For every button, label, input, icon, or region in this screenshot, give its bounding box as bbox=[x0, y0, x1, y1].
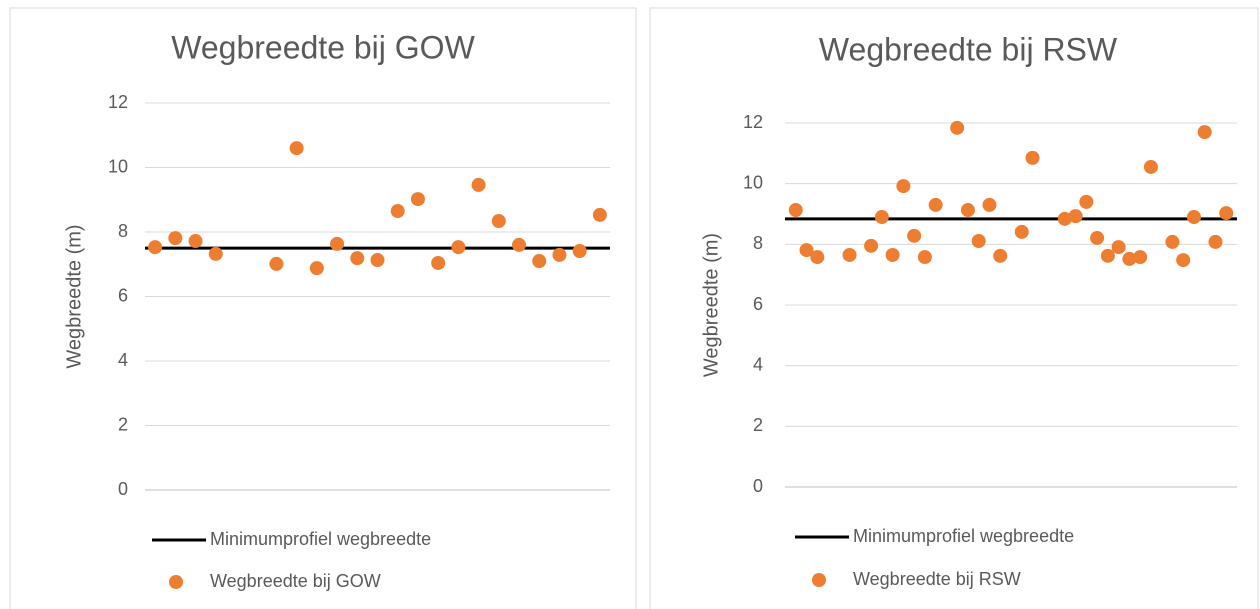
data-point bbox=[572, 244, 587, 259]
data-point bbox=[1025, 150, 1040, 165]
data-point bbox=[993, 248, 1008, 263]
y-tick-label: 0 bbox=[118, 479, 128, 499]
y-tick-label: 8 bbox=[118, 221, 128, 241]
chart-title: Wegbreedte bij RSW bbox=[819, 31, 1118, 67]
data-point bbox=[1219, 206, 1234, 221]
chart-frame bbox=[649, 7, 1259, 609]
y-tick-label: 4 bbox=[118, 350, 128, 370]
data-point bbox=[1122, 251, 1137, 266]
data-point bbox=[168, 231, 183, 246]
data-point bbox=[885, 247, 900, 262]
data-point bbox=[799, 243, 814, 258]
data-point bbox=[269, 256, 284, 271]
data-point bbox=[842, 247, 857, 262]
legend-label: Minimumprofiel wegbreedte bbox=[853, 526, 1074, 546]
data-point bbox=[1014, 224, 1029, 239]
data-point bbox=[148, 240, 163, 255]
data-point bbox=[532, 254, 547, 269]
data-point bbox=[1197, 125, 1212, 140]
data-point bbox=[431, 255, 446, 270]
data-point bbox=[1068, 209, 1083, 224]
data-point bbox=[950, 120, 965, 135]
data-point bbox=[971, 233, 986, 248]
y-tick-label: 4 bbox=[753, 354, 763, 374]
data-point bbox=[390, 204, 405, 219]
data-point bbox=[864, 238, 879, 253]
data-point bbox=[208, 246, 223, 261]
data-point bbox=[1143, 159, 1158, 174]
y-tick-label: 6 bbox=[118, 285, 128, 305]
chart-frame bbox=[9, 7, 637, 609]
chart-title: Wegbreedte bij GOW bbox=[171, 29, 475, 65]
data-point bbox=[491, 214, 506, 229]
y-axis-label: Wegbreedte (m) bbox=[700, 233, 722, 377]
data-point bbox=[1208, 234, 1223, 249]
data-point bbox=[552, 247, 567, 262]
data-point bbox=[788, 203, 803, 218]
y-tick-label: 10 bbox=[743, 172, 763, 192]
data-point bbox=[1176, 253, 1191, 268]
y-tick-label: 12 bbox=[743, 112, 763, 132]
data-point bbox=[289, 141, 304, 156]
data-point bbox=[1165, 234, 1180, 249]
data-point bbox=[917, 250, 932, 265]
data-point bbox=[810, 250, 825, 265]
legend-label: Minimumprofiel wegbreedte bbox=[210, 529, 431, 549]
data-point bbox=[982, 197, 997, 212]
data-point bbox=[512, 237, 527, 252]
y-tick-label: 6 bbox=[753, 294, 763, 314]
data-point bbox=[907, 228, 922, 243]
data-point bbox=[1090, 230, 1105, 245]
data-point bbox=[1057, 211, 1072, 226]
data-point bbox=[1133, 250, 1148, 265]
legend-label: Wegbreedte bij RSW bbox=[853, 569, 1021, 589]
y-axis-label: Wegbreedte (m) bbox=[63, 224, 85, 368]
data-point bbox=[928, 197, 943, 212]
data-point bbox=[330, 236, 345, 251]
data-point bbox=[1186, 210, 1201, 225]
y-tick-label: 0 bbox=[753, 476, 763, 496]
data-point bbox=[410, 192, 425, 207]
legend-marker bbox=[169, 575, 183, 589]
data-point bbox=[471, 177, 486, 192]
y-tick-label: 12 bbox=[108, 92, 128, 112]
y-tick-label: 2 bbox=[753, 415, 763, 435]
data-point bbox=[370, 253, 385, 268]
data-point bbox=[960, 203, 975, 218]
y-tick-label: 2 bbox=[118, 414, 128, 434]
data-point bbox=[309, 261, 324, 276]
y-tick-label: 8 bbox=[753, 233, 763, 253]
data-point bbox=[1111, 240, 1126, 255]
data-point bbox=[592, 207, 607, 222]
data-point bbox=[874, 210, 889, 225]
data-point bbox=[896, 179, 911, 194]
legend-label: Wegbreedte bij GOW bbox=[210, 571, 381, 591]
data-point bbox=[1079, 194, 1094, 209]
y-tick-label: 10 bbox=[108, 156, 128, 176]
data-point bbox=[1100, 248, 1115, 263]
data-point bbox=[188, 234, 203, 249]
data-point bbox=[451, 240, 466, 255]
data-point bbox=[350, 251, 365, 266]
legend-marker bbox=[812, 573, 826, 587]
